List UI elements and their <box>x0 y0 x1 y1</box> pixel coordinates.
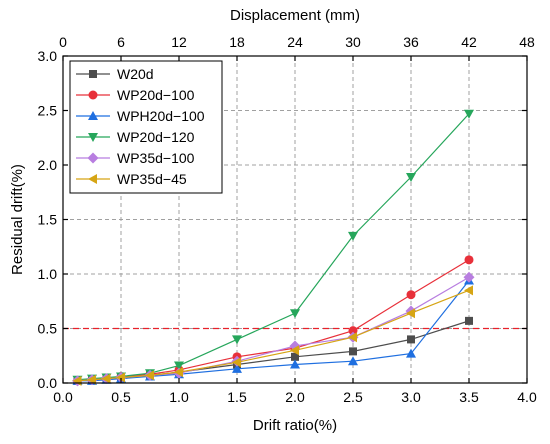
x-tick-label: 0.0 <box>53 389 73 405</box>
x2-tick-label: 18 <box>229 34 245 50</box>
series-line <box>77 259 470 382</box>
axis-ticks: 0.0 0.5 1.0 1.5 2.0 2.5 3.0 3.5 4.0 0 6 12 18 24 30 36 4… <box>38 34 537 405</box>
x2-axis-title: Displacement (mm) <box>230 7 360 24</box>
legend-label: W20d <box>117 66 154 82</box>
data-point <box>290 345 299 356</box>
x-tick-label: 2.5 <box>343 389 363 405</box>
legend-marker <box>89 70 97 78</box>
legend-item: WP20d−120 <box>76 129 195 145</box>
legend-item: WP35d−100 <box>76 150 195 166</box>
legend-label: WP20d−120 <box>117 129 195 145</box>
x2-tick-label: 30 <box>345 34 361 50</box>
data-point <box>348 231 358 241</box>
data-point <box>348 356 358 366</box>
y-tick-label: 0.0 <box>38 375 58 391</box>
data-point <box>406 348 416 358</box>
y-axis-title: Residual drift(%) <box>9 164 26 275</box>
data-point <box>174 361 184 371</box>
legend-label: WPH20d−100 <box>117 108 205 124</box>
legend-item: WP20d−100 <box>76 87 195 103</box>
x2-tick-label: 24 <box>287 34 303 50</box>
y-tick-label: 2.0 <box>38 157 58 173</box>
data-point <box>464 285 473 296</box>
x2-tick-label: 6 <box>117 34 125 50</box>
data-point <box>232 363 242 373</box>
y-tick-label: 2.5 <box>38 103 58 119</box>
x2-tick-label: 42 <box>461 34 477 50</box>
x-tick-label: 3.0 <box>401 389 421 405</box>
y-tick-label: 1.0 <box>38 266 58 282</box>
data-point <box>101 373 111 384</box>
data-point <box>464 109 474 119</box>
data-point <box>174 367 183 378</box>
x-tick-label: 0.5 <box>111 389 131 405</box>
legend-marker <box>88 133 98 142</box>
x2-tick-label: 48 <box>519 34 535 50</box>
x-tick-label: 1.5 <box>227 389 247 405</box>
data-point <box>406 290 416 300</box>
legend-marker <box>88 111 98 120</box>
x2-tick-label: 0 <box>59 34 67 50</box>
x-axis-title: Drift ratio(%) <box>253 417 337 434</box>
series-group <box>72 109 475 387</box>
data-point <box>406 308 415 319</box>
data-point <box>290 309 300 319</box>
legend-box <box>69 60 223 194</box>
data-point <box>290 359 300 369</box>
data-point <box>116 372 125 383</box>
legend-item: WPH20d−100 <box>76 108 205 124</box>
data-point <box>348 326 358 336</box>
data-point <box>145 370 154 381</box>
y-tick-label: 3.0 <box>38 48 58 64</box>
data-point <box>87 374 96 385</box>
data-point <box>232 335 242 345</box>
legend-marker <box>87 152 99 164</box>
data-point <box>464 255 474 265</box>
y-tick-label: 1.5 <box>38 212 58 228</box>
data-point <box>291 352 299 361</box>
x-tick-label: 3.5 <box>459 389 479 405</box>
x2-tick-label: 36 <box>403 34 419 50</box>
legend-label: WP35d−100 <box>117 150 195 166</box>
data-point <box>232 357 241 368</box>
x-tick-label: 4.0 <box>517 389 537 405</box>
data-point <box>349 347 357 356</box>
data-point <box>348 332 357 343</box>
legend-item: WP35d−45 <box>76 171 187 187</box>
data-point <box>406 172 416 182</box>
x2-tick-label: 12 <box>171 34 187 50</box>
legend-marker <box>88 90 98 100</box>
data-point <box>407 335 415 344</box>
x-tick-label: 2.0 <box>285 389 305 405</box>
legend-label: WP20d−100 <box>117 87 195 103</box>
legend: W20d WP20d−100 WPH20d−100 WP20d−120 WP35d−10… <box>69 60 223 194</box>
legend-item: W20d <box>76 66 154 82</box>
legend-label: WP35d−45 <box>117 171 187 187</box>
y-tick-label: 0.5 <box>38 321 58 337</box>
x-tick-label: 1.0 <box>169 389 189 405</box>
data-point <box>463 271 475 283</box>
data-point <box>465 316 473 325</box>
legend-marker <box>88 174 97 184</box>
